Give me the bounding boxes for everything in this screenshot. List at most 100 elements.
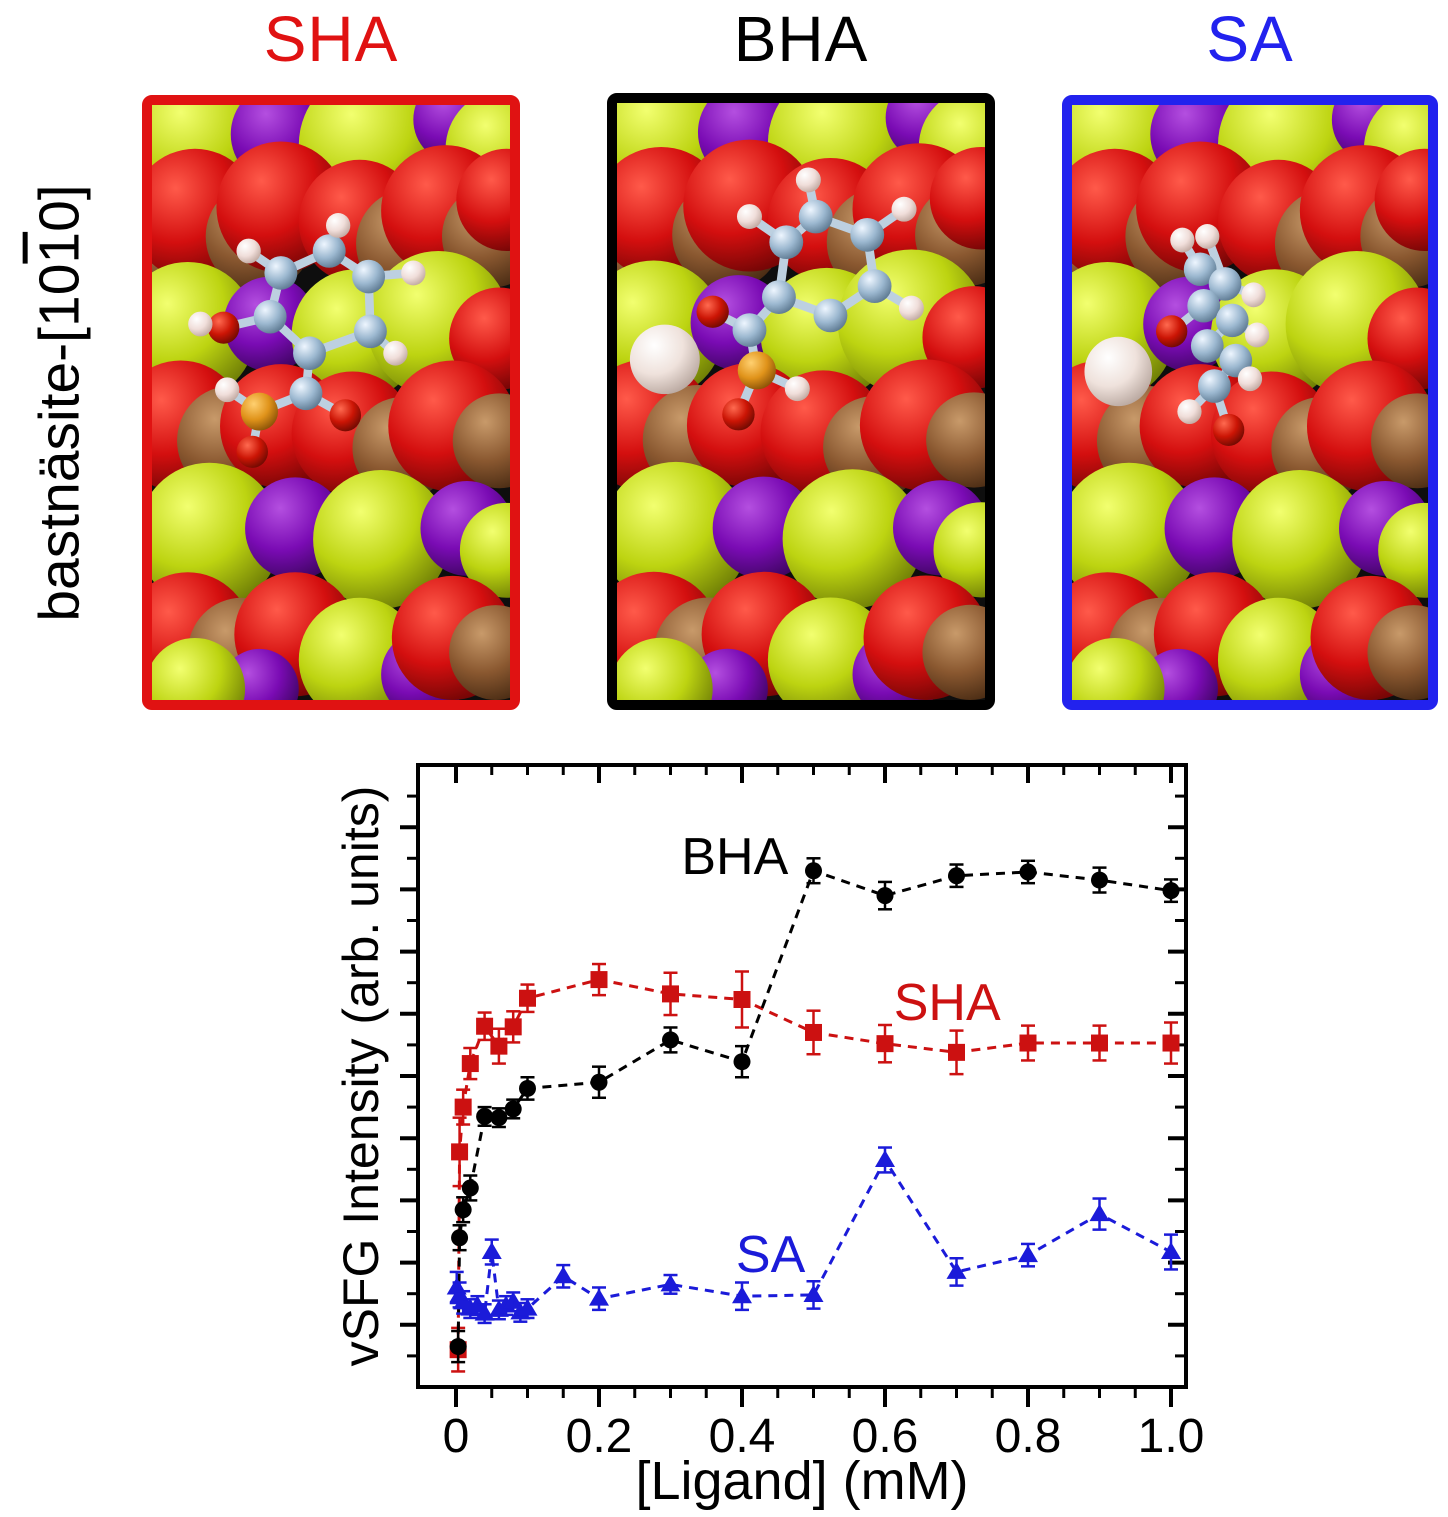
data-point-triangle — [481, 1242, 502, 1260]
molecule-atom-H — [401, 260, 426, 286]
molecule-atom-w — [629, 324, 700, 395]
molecule-atom-C — [253, 299, 287, 334]
surface-atom-sphere — [1371, 393, 1428, 489]
axis-ticks — [400, 765, 1186, 1407]
data-point-triangle — [488, 1299, 509, 1317]
molecule-atom-C — [1215, 303, 1249, 338]
molecule-atom-C — [1187, 288, 1221, 323]
data-point-circle — [1162, 882, 1180, 900]
x-tick-label: 0.2 — [566, 1410, 633, 1463]
data-point-circle — [504, 1100, 522, 1118]
molecule-atom-O — [696, 295, 729, 328]
bha-structure-rendering — [617, 103, 985, 700]
x-axis-label: [Ligand] (mM) — [635, 1451, 968, 1511]
molecule-atom-H — [215, 377, 240, 403]
miller-index-overbar-digit: 1 — [28, 231, 92, 264]
surface-atom-sphere — [929, 146, 985, 250]
molecule-atom-H — [1195, 224, 1220, 249]
molecule-atom-O — [1156, 315, 1188, 348]
molecule-atom-C — [293, 336, 326, 371]
surface-orientation-text: bastnäsite-[1010] — [27, 184, 93, 621]
series-label-sa: SA — [736, 1226, 806, 1284]
molecule-atom-H — [784, 376, 810, 402]
molecule-atom-C — [352, 259, 386, 294]
data-point-square — [948, 1043, 965, 1061]
data-point-circle — [449, 1338, 467, 1356]
data-point-triangle — [875, 1149, 895, 1167]
surface-atom-sphere — [617, 461, 750, 609]
data-point-square — [476, 1017, 494, 1035]
surface-atom-sphere — [313, 470, 450, 609]
series-line — [456, 868, 1172, 1347]
data-point-square — [454, 1098, 472, 1116]
data-point-circle — [1091, 871, 1108, 889]
molecule-atom-C — [857, 269, 892, 303]
series-sha — [449, 962, 1180, 1373]
surface-atom-sphere — [922, 604, 985, 700]
molecule-atom-C — [761, 280, 796, 314]
series-label-sha: SHA — [894, 974, 1001, 1032]
panel-title-bha: BHA — [733, 3, 869, 75]
data-point-circle — [490, 1109, 508, 1127]
plot-frame — [416, 763, 1188, 1389]
data-point-circle — [476, 1107, 494, 1125]
data-point-square — [490, 1037, 508, 1055]
data-point-triangle — [803, 1284, 824, 1302]
molecule-atom-H — [1237, 366, 1263, 392]
data-point-square — [1091, 1034, 1108, 1052]
molecule-atom-C — [1208, 267, 1242, 301]
bha-structure-panel — [607, 93, 995, 710]
molecule-atom-H — [795, 167, 821, 193]
data-point-square — [519, 989, 536, 1007]
vsfg-intensity-chart: vSFG Intensity (arb. units) [Ligand] (mM)… — [333, 763, 1205, 1511]
molecule-atom-H — [325, 213, 351, 238]
surface-atom-sphere — [782, 469, 923, 609]
data-point-triangle — [474, 1303, 495, 1321]
data-point-square — [461, 1055, 479, 1073]
surface-atom-sphere — [459, 502, 510, 598]
molecule-atom-S — [240, 392, 279, 431]
surface-atom-sphere — [926, 392, 985, 488]
data-point-circle — [876, 887, 894, 905]
x-tick-label: 0.8 — [995, 1410, 1062, 1463]
data-point-circle — [461, 1179, 479, 1197]
x-tick-label: 0.6 — [852, 1410, 919, 1463]
surface-atom-sphere — [1072, 637, 1165, 700]
molecule-atom-H — [736, 204, 762, 229]
surface-atom-sphere — [1367, 605, 1428, 700]
data-point-square — [876, 1035, 894, 1053]
molecule-atom-C — [312, 234, 346, 268]
molecule-atom-w — [1084, 336, 1153, 407]
data-point-circle — [662, 1031, 679, 1049]
molecule-atom-C — [850, 218, 885, 252]
surface-atom-sphere — [1374, 148, 1428, 251]
data-point-circle — [948, 867, 965, 885]
data-point-triangle — [446, 1277, 467, 1295]
molecule-atom-C — [289, 376, 323, 411]
data-point-square — [449, 1341, 467, 1359]
surface-atom-sphere — [1232, 470, 1368, 609]
molecule-atom-H — [1245, 322, 1270, 348]
data-point-triangle — [453, 1292, 474, 1310]
molecule-atom-O — [329, 399, 362, 432]
surface-atom-sphere — [933, 502, 985, 598]
surface-atom-sphere — [452, 393, 510, 489]
data-point-circle — [733, 1053, 751, 1071]
molecule-atom-O — [722, 398, 755, 431]
molecule-atom-C — [769, 225, 804, 260]
surface-atom-sphere — [456, 148, 510, 251]
x-tick-label: 1.0 — [1138, 1410, 1205, 1463]
data-point-triangle — [460, 1298, 481, 1316]
data-point-circle — [451, 1229, 469, 1247]
data-point-circle — [1019, 863, 1037, 881]
y-axis-label: vSFG Intensity (arb. units) — [333, 786, 389, 1367]
surface-atom-sphere — [449, 605, 510, 700]
surface-orientation-label: bastnäsite-[1010] — [0, 95, 120, 710]
data-point-triangle — [510, 1302, 531, 1320]
sha-structure-panel — [142, 95, 520, 710]
molecule-atom-H — [1170, 227, 1195, 253]
data-point-circle — [805, 862, 822, 880]
molecule-atom-C — [798, 199, 833, 234]
molecule-atom-O — [207, 311, 240, 344]
